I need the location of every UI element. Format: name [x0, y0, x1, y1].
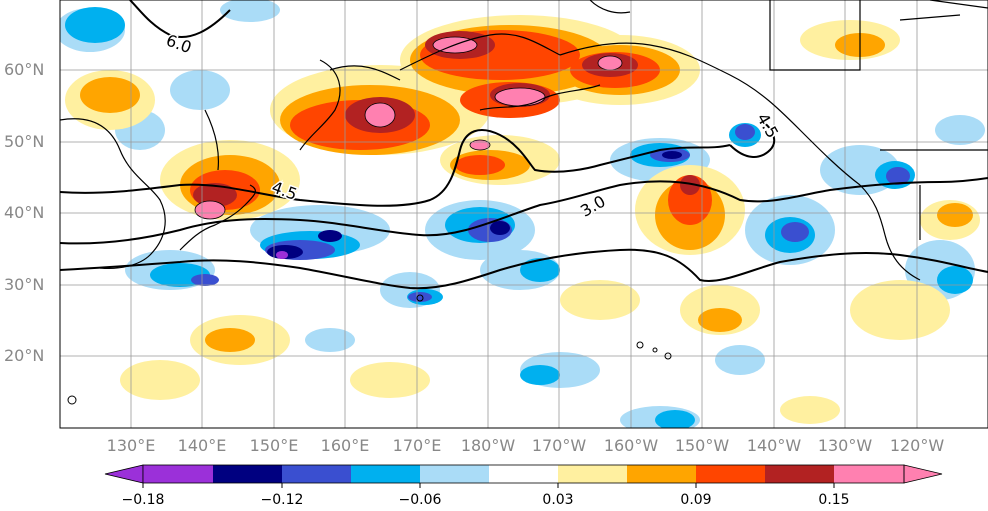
colorbar-bin-1	[143, 465, 213, 483]
lat-label-60n: 60°N	[4, 60, 45, 79]
colorbar-bin-6	[489, 465, 558, 483]
lat-label-20n: 20°N	[4, 346, 45, 365]
lat-label-50n: 50°N	[4, 132, 45, 151]
lon-label-120w: 120°W	[889, 436, 945, 455]
colorbar-tick-label: −0.18	[121, 492, 165, 508]
contour-lines	[60, 0, 988, 290]
colorbar-bin-9	[696, 465, 765, 483]
lon-label-170e: 170°E	[392, 436, 442, 455]
colorbar-bin-4	[351, 465, 420, 483]
anomaly-field	[60, 0, 988, 428]
colorbar-bin-7	[558, 465, 627, 483]
lon-label-150w: 150°W	[674, 436, 730, 455]
lat-label-30n: 30°N	[4, 275, 45, 294]
colorbar-bin-5	[420, 465, 489, 483]
map-frame	[59, 0, 988, 429]
lat-label-40n: 40°N	[4, 203, 45, 222]
lon-label-180w: 180°W	[460, 436, 516, 455]
lon-label-140e: 140°E	[177, 436, 227, 455]
colorbar-arrow-right	[903, 464, 943, 484]
colorbar-bin-2	[213, 465, 282, 483]
colorbar-tick-label: −0.12	[260, 492, 304, 508]
colorbar-bin-10	[765, 465, 834, 483]
colorbar-tick-label: 0.15	[818, 492, 850, 508]
lon-label-160e: 160°E	[320, 436, 370, 455]
colorbar-arrow-left	[104, 464, 144, 484]
colorbar-bin-3	[282, 465, 351, 483]
lon-label-130w: 130°W	[817, 436, 873, 455]
colorbar	[104, 464, 943, 488]
lon-label-140w: 140°W	[746, 436, 802, 455]
colorbar-bin-8	[627, 465, 696, 483]
lon-label-160w: 160°W	[603, 436, 659, 455]
colorbar-bin-11	[834, 465, 904, 483]
lon-label-130e: 130°E	[106, 436, 156, 455]
lon-label-150e: 150°E	[249, 436, 299, 455]
lon-label-170w: 170°W	[531, 436, 587, 455]
colorbar-tick-label: 0.03	[542, 492, 574, 508]
colorbar-tick-label: −0.06	[398, 492, 442, 508]
colorbar-tick-label: 0.09	[680, 492, 712, 508]
